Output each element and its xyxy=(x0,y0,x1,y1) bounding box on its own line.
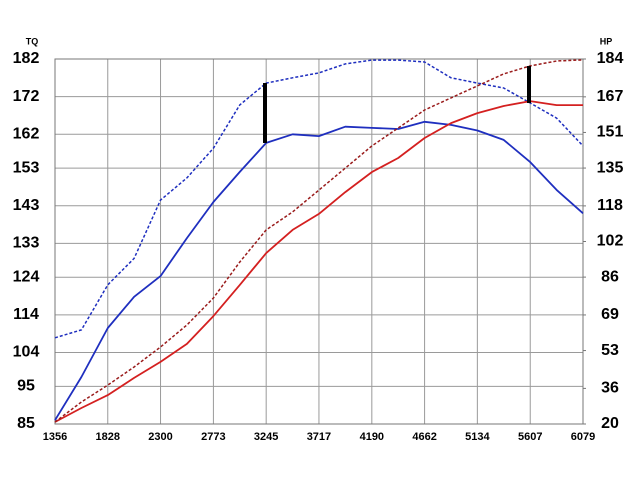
series-line xyxy=(54,59,584,423)
y2-tick-label: 102 xyxy=(597,233,624,250)
y-tick-label: 182 xyxy=(13,50,40,67)
lines xyxy=(54,59,584,423)
series-line xyxy=(54,100,583,423)
y2-tick-label: 118 xyxy=(597,197,623,214)
y-tick-label: 162 xyxy=(13,125,40,142)
x-tick-label: 2773 xyxy=(201,431,225,443)
y-tick-label: 124 xyxy=(13,268,40,285)
y-tick-label: 95 xyxy=(17,378,35,395)
series-line xyxy=(54,59,584,339)
y2-tick-label: 20 xyxy=(601,415,619,432)
y2-tick-label: 53 xyxy=(601,342,619,359)
x-tick-label: 3717 xyxy=(307,431,331,443)
y2-tick-label: 184 xyxy=(597,50,624,67)
y-tick-label: 133 xyxy=(13,235,40,252)
y-axis-label: TQ xyxy=(26,36,39,46)
y2-tick-label: 167 xyxy=(597,88,624,105)
y-tick-label: 114 xyxy=(13,306,39,323)
series-line xyxy=(54,120,584,421)
x-tick-label: 4190 xyxy=(360,431,384,443)
x-tick-label: 4662 xyxy=(412,431,436,443)
y2-tick-label: 135 xyxy=(597,159,624,176)
y2-tick-label: 86 xyxy=(601,268,619,285)
y-tick-label: 104 xyxy=(13,344,40,361)
plot-frame xyxy=(54,58,584,425)
y-tick-label: 153 xyxy=(13,159,40,176)
x-tick-label: 1356 xyxy=(43,431,67,443)
y-tick-label: 172 xyxy=(13,88,40,105)
y-tick-label: 143 xyxy=(13,197,40,214)
x-tick-label: 3245 xyxy=(254,431,278,443)
x-tick-label: 5134 xyxy=(465,431,490,443)
x-tick-label: 2300 xyxy=(148,431,172,443)
y2-axis-label: HP xyxy=(600,36,613,46)
x-tick-label: 1828 xyxy=(96,431,120,443)
y-tick-label: 85 xyxy=(17,415,35,432)
x-tick-label: 5607 xyxy=(518,431,542,443)
y2-tick-label: 36 xyxy=(601,380,619,397)
y2-tick-label: 151 xyxy=(597,124,624,141)
x-tick-label: 6079 xyxy=(571,431,595,443)
y2-tick-label: 69 xyxy=(601,306,619,323)
